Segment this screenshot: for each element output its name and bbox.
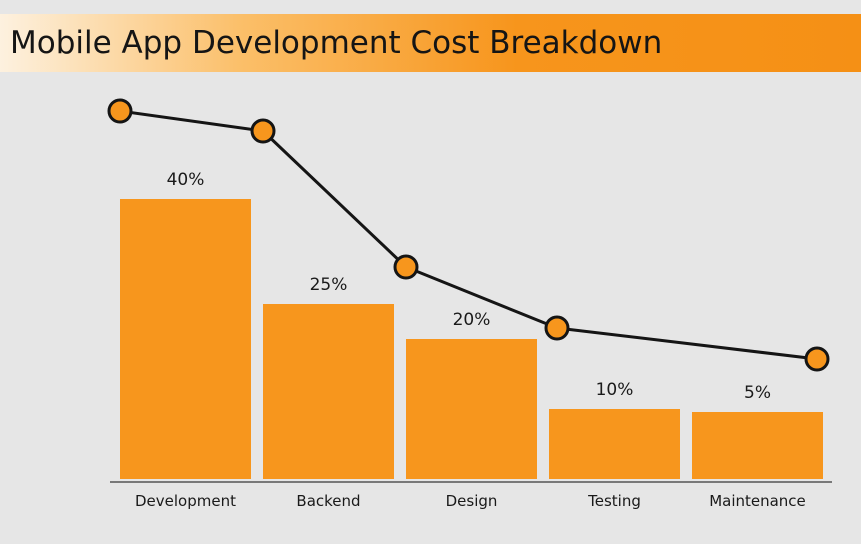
category-label-backend: Backend xyxy=(296,492,360,510)
bar-design xyxy=(406,339,537,479)
value-label-maintenance: 5% xyxy=(744,383,771,403)
bar-backend xyxy=(263,304,394,479)
chart-title: Mobile App Development Cost Breakdown xyxy=(10,25,663,61)
trend-point-backend xyxy=(250,118,276,144)
title-banner: Mobile App Development Cost Breakdown xyxy=(0,14,861,72)
trend-point-development xyxy=(107,98,133,124)
value-label-testing: 10% xyxy=(596,380,634,400)
bar-testing xyxy=(549,409,680,479)
category-label-development: Development xyxy=(135,492,236,510)
bar-maintenance xyxy=(692,412,823,479)
value-label-backend: 25% xyxy=(310,275,348,295)
category-label-design: Design xyxy=(446,492,498,510)
trend-point-design xyxy=(393,254,419,280)
bar-development xyxy=(120,199,251,479)
trend-point-testing xyxy=(544,315,570,341)
trend-point-maintenance xyxy=(804,346,830,372)
category-label-testing: Testing xyxy=(587,492,641,510)
value-label-development: 40% xyxy=(167,170,205,190)
value-label-design: 20% xyxy=(453,310,491,330)
category-label-maintenance: Maintenance xyxy=(709,492,806,510)
